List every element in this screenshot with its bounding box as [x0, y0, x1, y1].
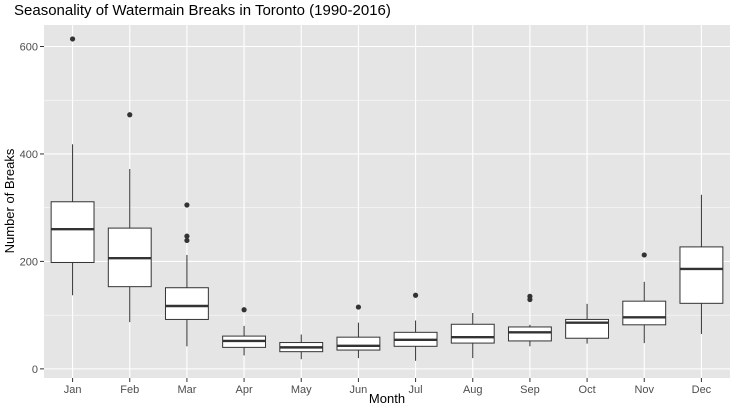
box-may	[279, 334, 324, 360]
x-tick-label: Sep	[520, 384, 540, 396]
box-mar	[164, 202, 209, 347]
y-tick-label: 200	[20, 256, 38, 268]
y-tick-label: 400	[20, 149, 38, 161]
x-tick-label: May	[291, 384, 312, 396]
box-jul	[393, 292, 438, 361]
y-tick-label: 0	[32, 364, 38, 376]
x-tick-label: Jan	[64, 384, 82, 396]
outlier-point	[641, 252, 647, 258]
box-jan	[50, 36, 95, 296]
x-tick-label: Aug	[463, 384, 483, 396]
box-sep	[507, 293, 552, 347]
x-tick-label: Feb	[120, 384, 139, 396]
box-nov	[622, 252, 667, 344]
outlier-point	[355, 304, 362, 310]
y-axis-label: Number of Breaks	[2, 148, 17, 253]
x-axis-label: Month	[369, 391, 405, 406]
x-tick-label: Oct	[579, 384, 596, 396]
box-feb	[107, 112, 152, 323]
y-tick-label: 600	[20, 41, 38, 53]
x-tick-label: Apr	[236, 384, 253, 396]
x-tick-label: Mar	[177, 384, 196, 396]
box-layer	[50, 36, 724, 361]
outlier-point	[69, 36, 76, 42]
x-tick-label: Dec	[692, 384, 712, 396]
outlier-point	[241, 307, 247, 313]
box-apr	[222, 307, 267, 356]
iqr-box	[679, 246, 724, 304]
outlier-point	[184, 237, 190, 244]
outlier-point	[527, 296, 533, 303]
outlier-point	[184, 233, 190, 239]
iqr-box	[622, 300, 667, 326]
axis-layer: 0 200 400 600 Jan Feb Mar Apr May Jun Jul Aug Sep Oct…	[20, 41, 712, 396]
box-aug	[450, 312, 495, 359]
x-tick-label: Jul	[409, 384, 423, 396]
iqr-box	[507, 326, 552, 342]
outlier-point	[184, 202, 190, 208]
box-jun	[336, 304, 381, 359]
box-oct	[565, 303, 610, 344]
plot-panel	[44, 25, 730, 378]
x-tick-label: Nov	[634, 384, 654, 396]
outlier-point	[412, 292, 419, 298]
chart-title: Seasonality of Watermain Breaks in Toron…	[14, 2, 391, 19]
x-tick-label: Jun	[350, 384, 368, 396]
iqr-box	[565, 318, 610, 339]
iqr-box	[336, 336, 381, 351]
iqr-box	[164, 287, 209, 320]
box-dec	[679, 194, 724, 334]
iqr-box	[50, 201, 95, 263]
outlier-point	[127, 112, 133, 118]
iqr-box	[450, 323, 495, 344]
